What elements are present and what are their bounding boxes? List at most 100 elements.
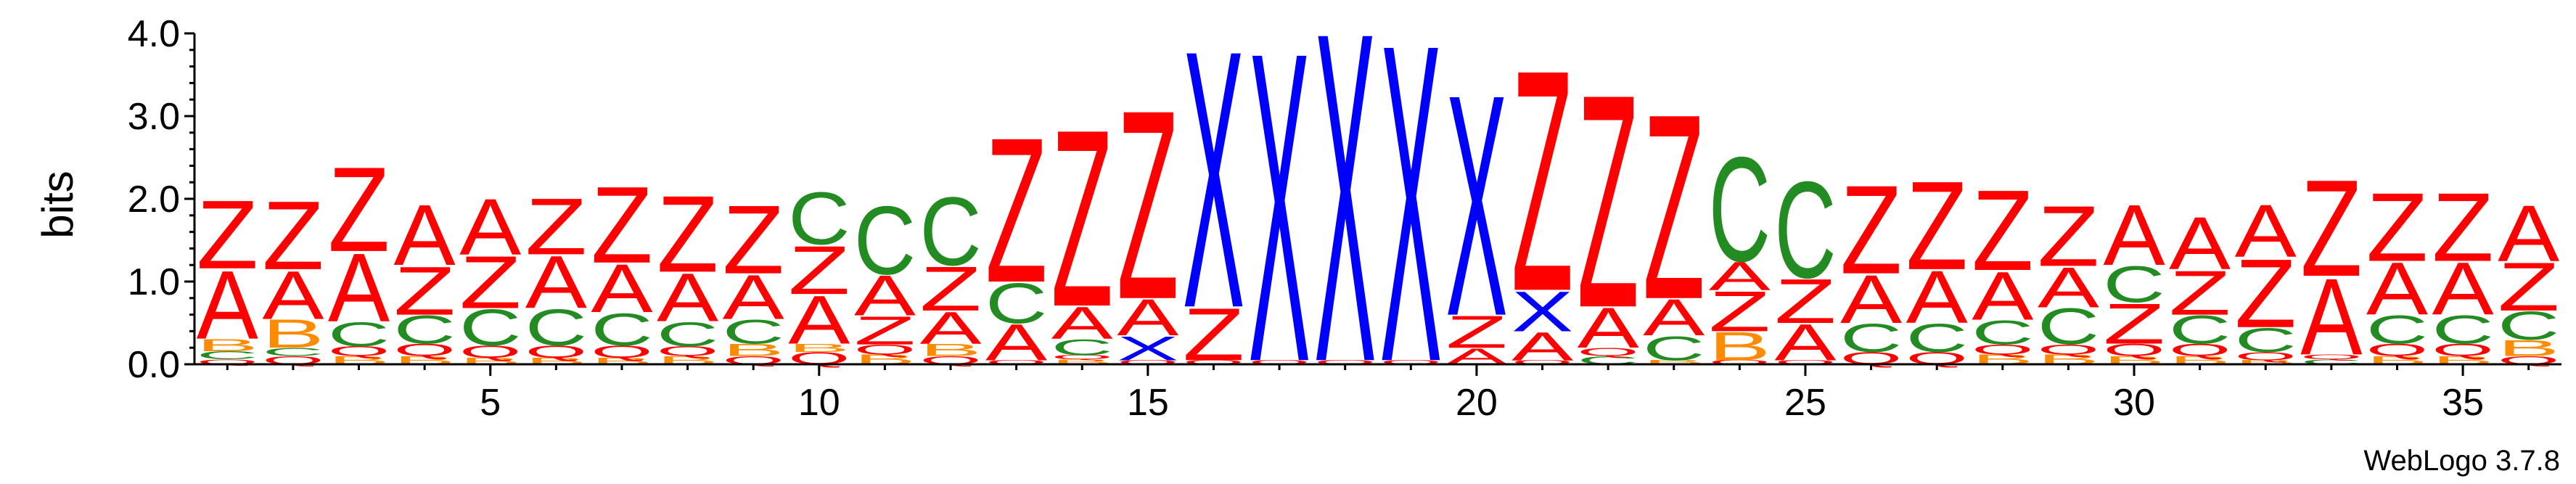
logo-glyph: Z — [1643, 60, 1705, 355]
logo-glyph: Z — [2498, 249, 2559, 326]
logo-glyph: Z — [788, 232, 850, 309]
logo-glyph: C — [525, 298, 587, 356]
logo-glyph: A — [459, 182, 521, 271]
logo-glyph: A — [723, 262, 784, 332]
logo-glyph: C — [591, 304, 652, 356]
logo-glyph: Z — [591, 164, 652, 286]
logo-glyph: Z — [525, 181, 587, 271]
logo-glyph: A — [197, 250, 259, 360]
logo-glyph: A — [1906, 255, 1969, 339]
logo-glyph: B — [2498, 335, 2559, 361]
logo-glyph: X — [1314, 0, 1376, 461]
logo-glyph: X — [1511, 279, 1573, 344]
y-tick-label: 3.0 — [128, 96, 180, 138]
logo-glyph: Q — [328, 343, 390, 358]
logo-glyph: A — [525, 240, 588, 324]
logo-glyph: A — [1840, 261, 1902, 337]
logo-glyph: X — [1117, 329, 1178, 368]
logo-glyph: Z — [2432, 173, 2494, 282]
logo-glyph: Q — [1511, 359, 1573, 366]
x-tick-label: 10 — [798, 382, 840, 424]
logo-glyph: C — [723, 313, 784, 351]
logo-glyph: A — [985, 313, 1047, 372]
logo-glyph: A — [2366, 247, 2429, 330]
logo-glyph: B — [788, 342, 850, 355]
logo-glyph: Q — [2300, 353, 2362, 361]
logo-glyph: Q — [1117, 359, 1178, 366]
logo-glyph: A — [1051, 298, 1114, 348]
logo-glyph: X — [1183, 0, 1244, 385]
logo-glyph: Z — [2366, 173, 2428, 282]
logo-glyph: Z — [2038, 189, 2099, 284]
logo-glyph: C — [1774, 152, 1836, 307]
logo-glyph: C — [1051, 335, 1113, 360]
logo-glyph: Q — [1183, 359, 1244, 366]
logo-glyph: X — [1248, 0, 1310, 454]
logo-glyph: Z — [1445, 306, 1507, 358]
x-tick-label: 15 — [1127, 382, 1169, 424]
logo-glyph: Z — [459, 240, 521, 324]
logo-glyph: C — [262, 345, 324, 358]
logo-glyph: A — [591, 250, 652, 327]
logo-glyph: C — [328, 316, 390, 354]
logo-glyph: B — [723, 340, 784, 359]
logo-glyph: A — [1117, 288, 1178, 346]
logo-glyph: Z — [328, 141, 390, 276]
logo-glyph: A — [1643, 288, 1705, 346]
logo-glyph: Z — [1709, 279, 1771, 344]
logo-glyph: A — [1709, 253, 1771, 298]
logo-glyph: C — [2103, 255, 2165, 313]
x-tick-label: 20 — [1456, 382, 1498, 424]
logo-glyph: Q — [1578, 345, 1639, 358]
logo-glyph: Q — [854, 342, 916, 357]
logo-glyph: Q — [2103, 340, 2165, 360]
logo-glyph: A — [2103, 187, 2165, 284]
logo-glyph: A — [1578, 296, 1639, 361]
logo-glyph: Z — [197, 181, 258, 290]
logo-glyph: C — [1840, 316, 1902, 361]
logo-glyph: C — [1643, 329, 1705, 368]
logo-glyph: B — [1051, 358, 1113, 366]
logo-glyph: C — [2300, 358, 2362, 366]
logo-glyph: A — [394, 187, 456, 284]
logo-glyph: C — [2432, 308, 2493, 353]
logo-glyph: A — [2498, 189, 2559, 278]
logo-glyph: Z — [262, 181, 324, 290]
x-tick-label: 5 — [480, 382, 501, 424]
logo-glyph: B — [2235, 359, 2297, 366]
logo-glyph: Q — [2366, 340, 2428, 360]
logo-glyph: Q — [1051, 354, 1113, 361]
logo-glyph: C — [1709, 126, 1771, 293]
logo-glyph: B — [262, 311, 324, 356]
logo-glyph: Z — [657, 173, 718, 295]
logo-glyph: A — [2432, 247, 2494, 330]
logo-glyph: A — [657, 259, 718, 336]
logo-glyph: Q — [1774, 359, 1836, 366]
logo-glyph: Z — [394, 253, 456, 329]
logo-glyph: Q — [591, 342, 652, 361]
logo-glyph: Z — [1906, 155, 1968, 296]
logo-glyph: Q — [2169, 340, 2231, 360]
x-tick-label: 25 — [1784, 382, 1826, 424]
logo-glyph: C — [1906, 316, 1968, 361]
logo-glyph: A — [1774, 313, 1836, 372]
logo-glyph: X — [1445, 29, 1507, 382]
logo-glyph: C — [2169, 308, 2231, 353]
logo-glyph: Z — [1183, 292, 1244, 376]
y-tick-label: 2.0 — [128, 179, 180, 221]
logo-glyph: Z — [723, 186, 784, 295]
x-tick-label: 30 — [2113, 382, 2155, 424]
logo-glyph: A — [854, 263, 916, 328]
logo-glyph: C — [1972, 313, 2033, 352]
logo-glyph-stacks: QCBAZQCBAZBQCAZBQCZABQCZABQCAZBQCAZBQCAZ… — [197, 0, 2560, 461]
logo-glyph: Q — [525, 342, 587, 361]
logo-glyph: Q — [2432, 340, 2494, 360]
logo-glyph: C — [394, 308, 456, 353]
logo-glyph: C — [197, 349, 258, 362]
logo-glyph: C — [788, 178, 850, 261]
logo-glyph: Z — [854, 308, 916, 353]
weblogo-credit: WebLogo 3.7.8 — [2363, 445, 2560, 477]
logo-glyph: C — [919, 176, 981, 286]
logo-glyph: C — [459, 298, 521, 356]
logo-glyph: Q — [459, 342, 521, 361]
